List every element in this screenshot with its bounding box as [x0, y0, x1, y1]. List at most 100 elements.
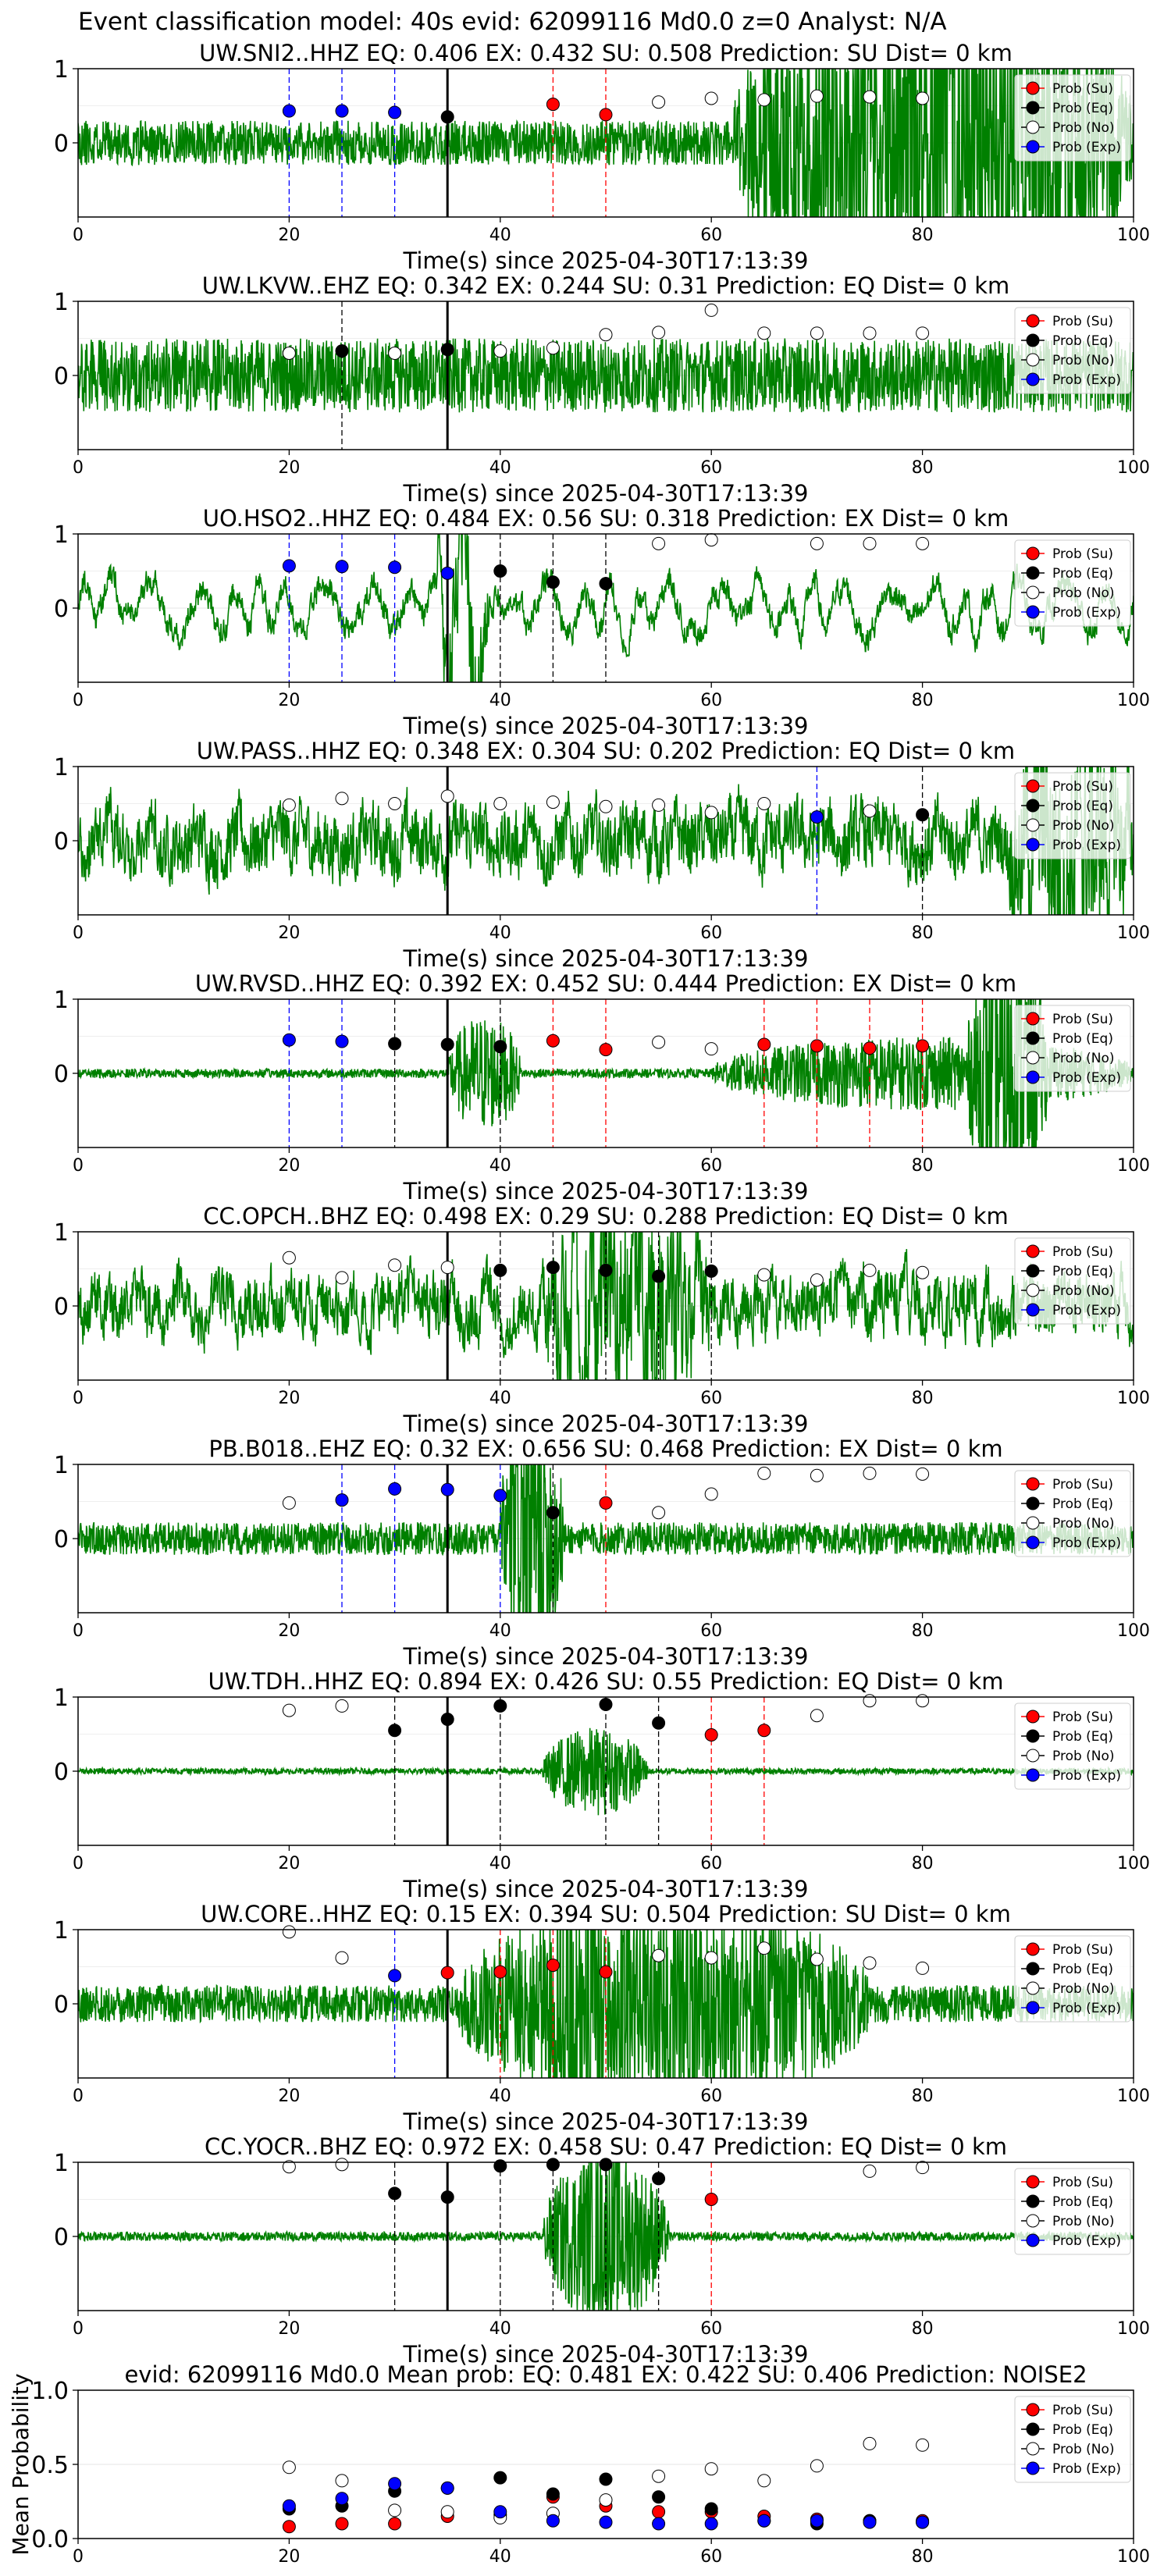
prob-point-no	[757, 1268, 771, 1282]
x-tick-label: 60	[700, 1389, 722, 1408]
legend-marker-su	[1026, 2403, 1040, 2417]
x-tick-label: 100	[1117, 1389, 1150, 1408]
x-tick-label: 0	[73, 2547, 84, 2567]
mean-point-eq	[493, 2471, 507, 2485]
legend-label-exp: Prob (Exp)	[1052, 1535, 1121, 1551]
prob-point-su	[599, 1965, 613, 1979]
legend-label-no: Prob (No)	[1052, 120, 1115, 136]
panel-title: UW.PASS..HHZ EQ: 0.348 EX: 0.304 SU: 0.2…	[197, 738, 1015, 764]
prob-point-no	[704, 1487, 718, 1501]
y-tick-label: 0	[54, 1061, 69, 1088]
prob-point-no	[282, 347, 296, 360]
x-tick-label: 0	[73, 2319, 84, 2339]
x-axis-label: Time(s) since 2025-04-30T17:13:39	[403, 1178, 809, 1204]
waveform-trace	[78, 767, 1134, 915]
legend-label-eq: Prob (Eq)	[1052, 1264, 1113, 1279]
prob-point-eq	[916, 808, 930, 822]
mean-point-no	[863, 2436, 877, 2450]
prob-point-no	[810, 1468, 824, 1482]
prob-point-exp	[440, 566, 454, 580]
prob-point-no	[863, 1956, 877, 1970]
mean-point-eq	[652, 2490, 666, 2504]
prob-point-no	[810, 1709, 824, 1723]
legend-label-exp: Prob (Exp)	[1052, 2461, 1121, 2477]
legend-marker-no	[1026, 120, 1040, 134]
mean-point-exp	[652, 2517, 666, 2531]
panel-title: UW.TDH..HHZ EQ: 0.894 EX: 0.426 SU: 0.55…	[208, 1668, 1004, 1695]
legend-marker-exp	[1026, 2233, 1040, 2247]
legend-marker-no	[1026, 818, 1040, 832]
prob-point-su	[440, 1966, 454, 1980]
prob-point-no	[652, 326, 666, 340]
legend-label-eq: Prob (Eq)	[1052, 1031, 1113, 1047]
x-tick-label: 40	[489, 691, 511, 710]
prob-point-eq	[440, 110, 454, 124]
prob-point-exp	[388, 105, 402, 119]
x-tick-label: 100	[1117, 226, 1150, 245]
legend-marker-eq	[1026, 1496, 1040, 1510]
legend-box	[1014, 1703, 1131, 1790]
x-tick-label: 100	[1117, 1156, 1150, 1176]
prob-point-no	[599, 799, 613, 813]
panels: UW.SNI2..HHZ EQ: 0.406 EX: 0.432 SU: 0.5…	[8, 40, 1150, 2567]
prob-point-eq	[546, 2158, 560, 2172]
prob-point-no	[916, 1467, 930, 1481]
x-tick-label: 80	[912, 1156, 934, 1176]
legend-label-exp: Prob (Exp)	[1052, 372, 1121, 388]
legend-label-exp: Prob (Exp)	[1052, 838, 1121, 853]
mean-point-exp	[335, 2492, 349, 2506]
x-tick-label: 60	[700, 2087, 722, 2106]
x-tick-label: 60	[700, 1156, 722, 1176]
panel-title: PB.B018..EHZ EQ: 0.32 EX: 0.656 SU: 0.46…	[208, 1436, 1002, 1462]
x-tick-label: 20	[278, 1156, 300, 1176]
legend-marker-eq	[1026, 566, 1040, 580]
x-tick-label: 80	[912, 2319, 934, 2339]
x-tick-label: 0	[73, 691, 84, 710]
prob-point-exp	[440, 1482, 454, 1496]
prob-point-no	[810, 536, 824, 550]
prob-point-exp	[335, 104, 349, 118]
prob-point-no	[916, 1961, 930, 1975]
y-tick-label: 0	[54, 2224, 69, 2251]
x-tick-label: 20	[278, 1389, 300, 1408]
prob-point-no	[546, 795, 560, 809]
x-tick-label: 60	[700, 923, 722, 943]
panel-10: evid: 62099116 Md0.0 Mean prob: EQ: 0.48…	[8, 2361, 1150, 2567]
x-tick-label: 100	[1117, 458, 1150, 478]
y-tick-label: 0	[54, 130, 69, 158]
prob-point-eq	[652, 1716, 666, 1730]
mean-point-exp	[282, 2499, 296, 2513]
legend-label-eq: Prob (Eq)	[1052, 101, 1113, 116]
legend-label-no: Prob (No)	[1052, 2214, 1115, 2229]
panel-title: CC.YOCR..BHZ EQ: 0.972 EX: 0.458 SU: 0.4…	[205, 2133, 1007, 2160]
prob-point-no	[335, 1951, 349, 1965]
prob-point-no	[704, 303, 718, 317]
legend-marker-exp	[1026, 1303, 1040, 1317]
legend-label-exp: Prob (Exp)	[1052, 140, 1121, 155]
legend-marker-exp	[1026, 838, 1040, 852]
prob-point-su	[546, 1959, 560, 1973]
legend-marker-eq	[1026, 333, 1040, 347]
legend-marker-su	[1026, 314, 1040, 328]
legend-box	[1014, 1005, 1131, 1092]
legend-box	[1014, 539, 1131, 627]
prob-point-no	[388, 347, 402, 360]
legend-marker-su	[1026, 1012, 1040, 1026]
prob-point-exp	[282, 559, 296, 573]
panel-6: PB.B018..EHZ EQ: 0.32 EX: 0.656 SU: 0.46…	[54, 1436, 1150, 1670]
legend-marker-su	[1026, 81, 1040, 95]
panel-title: evid: 62099116 Md0.0 Mean prob: EQ: 0.48…	[124, 2361, 1087, 2388]
legend-label-no: Prob (No)	[1052, 818, 1115, 834]
mean-point-no	[757, 2474, 771, 2488]
prob-point-no	[652, 1948, 666, 1962]
prob-point-eq	[388, 1724, 402, 1738]
x-tick-label: 60	[700, 1621, 722, 1641]
prob-point-eq	[440, 1713, 454, 1726]
x-tick-label: 60	[700, 2547, 722, 2567]
legend-marker-exp	[1026, 1535, 1040, 1550]
prob-point-eq	[440, 343, 454, 357]
prob-point-no	[757, 1466, 771, 1480]
x-axis-label: Time(s) since 2025-04-30T17:13:39	[403, 1643, 809, 1670]
legend-marker-exp	[1026, 2001, 1040, 2015]
panel-title: UO.HSO2..HHZ EQ: 0.484 EX: 0.56 SU: 0.31…	[203, 505, 1009, 532]
